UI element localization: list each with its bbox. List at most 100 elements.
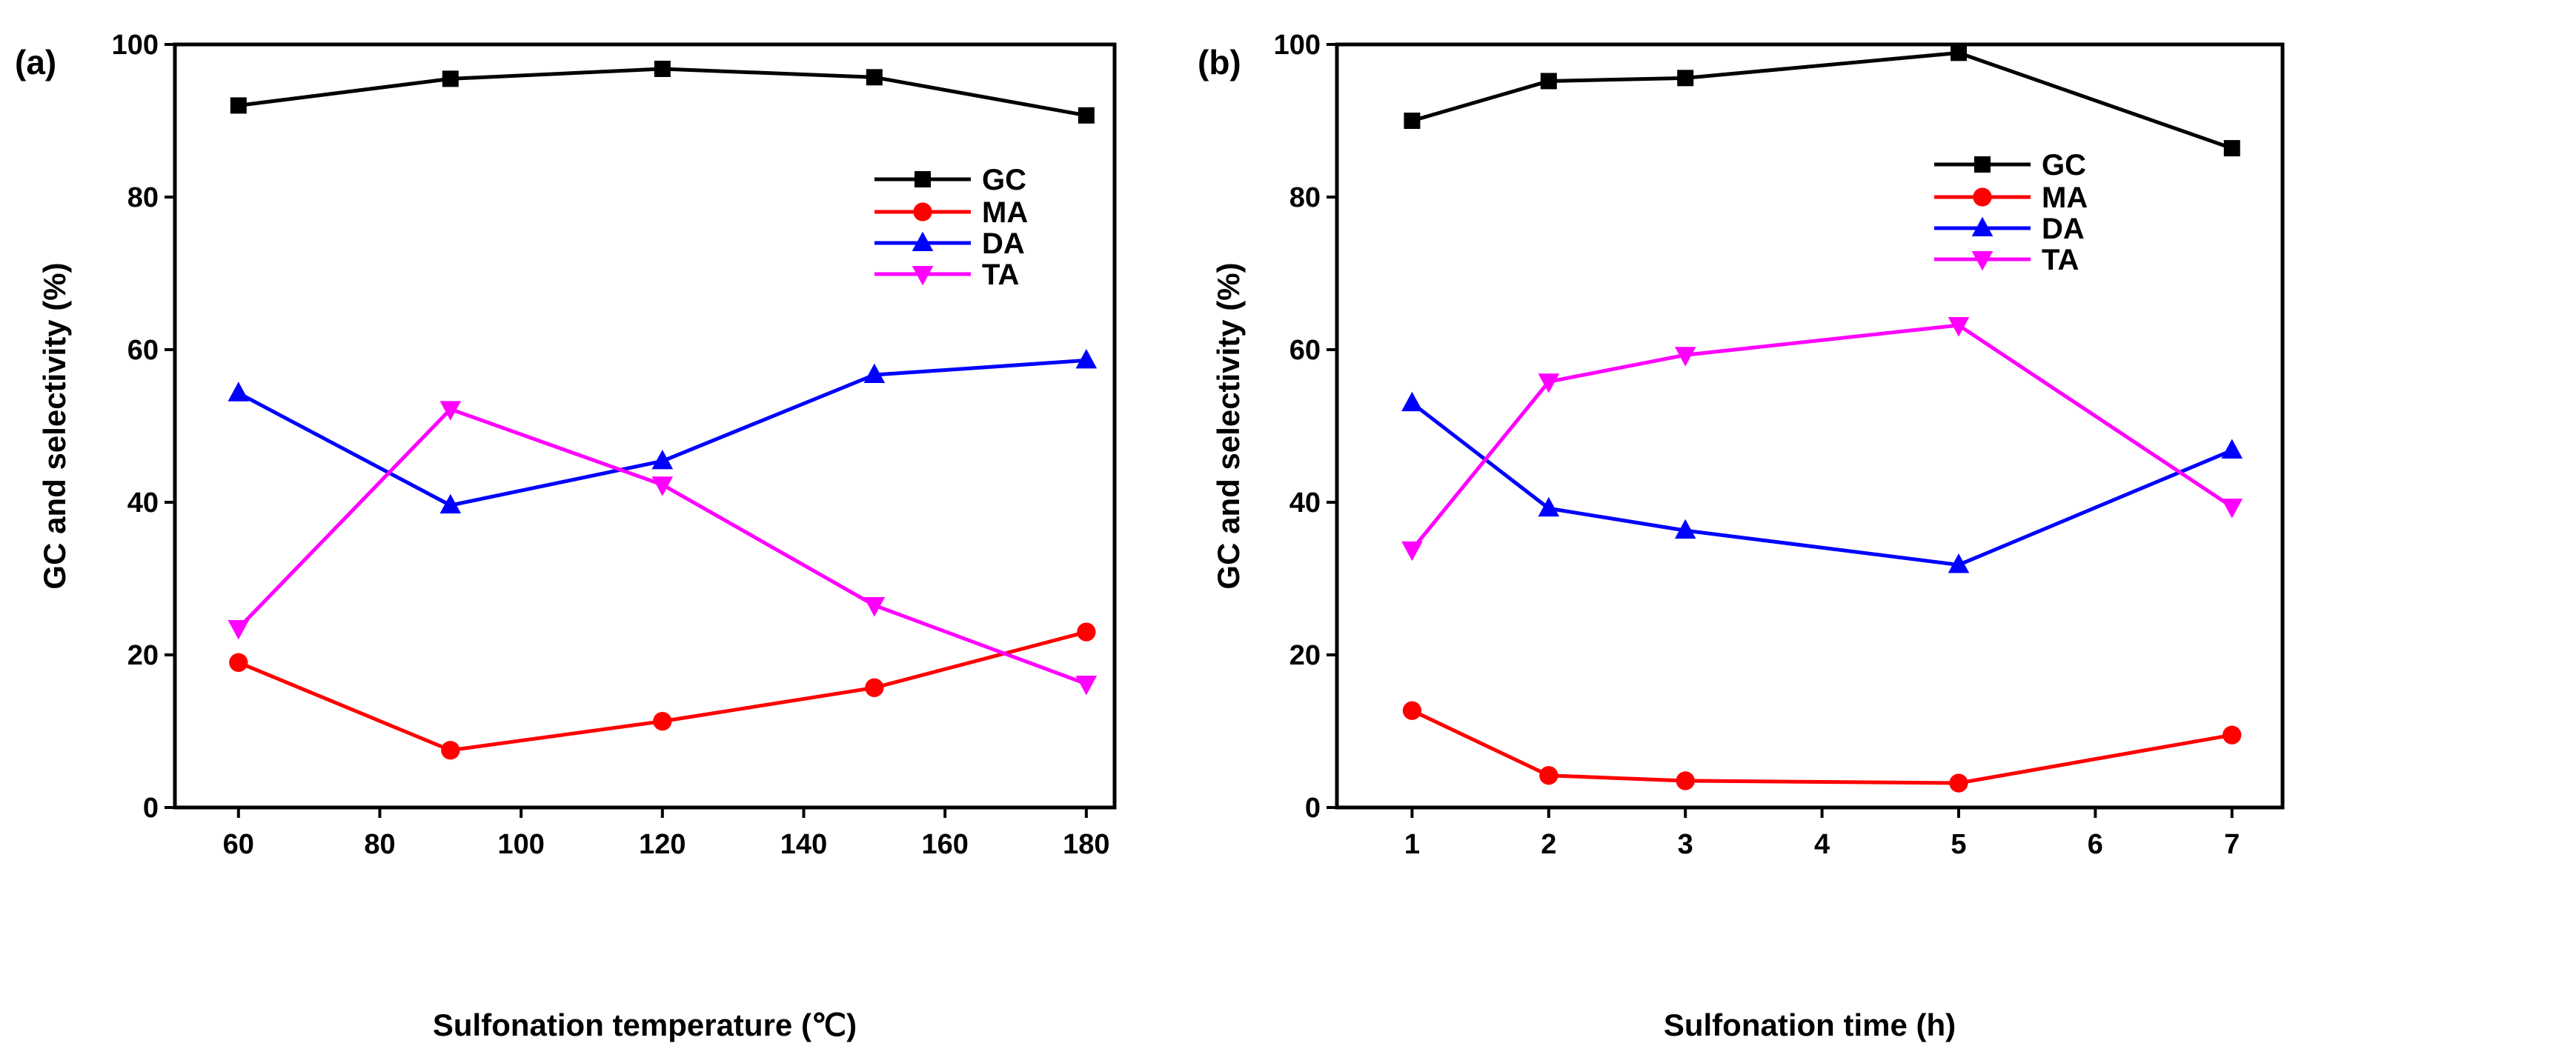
legend-label: MA (982, 196, 1028, 229)
data-point (229, 653, 248, 672)
data-point (912, 231, 934, 251)
y-tick-label: 0 (143, 793, 159, 824)
data-point (863, 363, 886, 383)
data-point (1973, 187, 1992, 207)
x-tick-label: 120 (639, 829, 686, 860)
data-point (1677, 70, 1694, 87)
series-gc (1404, 44, 2240, 157)
x-tick-label: 60 (223, 829, 254, 860)
series-ta (228, 401, 1098, 696)
data-point (1539, 766, 1558, 785)
data-point (1402, 701, 1422, 720)
data-point (1538, 373, 1560, 393)
panel-label: (a) (15, 43, 56, 81)
y-tick-label: 0 (1305, 793, 1321, 824)
data-point (912, 266, 934, 286)
data-point (1401, 391, 1423, 412)
data-point (2223, 725, 2242, 745)
y-tick-label: 100 (112, 30, 159, 61)
data-point (228, 619, 250, 640)
legend-label: GC (2042, 149, 2086, 182)
series-line (237, 630, 1087, 753)
data-point (439, 493, 462, 514)
data-point (1401, 541, 1423, 562)
x-tick-label: 5 (1951, 829, 1966, 860)
y-axis-label: GC and selectivity (%) (1211, 262, 1246, 589)
data-point (1676, 771, 1695, 790)
series-ma (229, 622, 1096, 760)
data-point (866, 69, 883, 86)
y-tick-label: 60 (127, 335, 159, 366)
legend-item: TA (1934, 244, 2079, 276)
legend-item: MA (874, 196, 1028, 229)
legend-item: MA (1934, 182, 2088, 214)
data-point (228, 382, 250, 402)
x-tick-label: 180 (1063, 829, 1109, 860)
legend-label: GC (982, 164, 1026, 196)
panel-label: (b) (1198, 43, 1241, 81)
legend-label: DA (982, 227, 1025, 260)
legend-item: GC (874, 164, 1026, 196)
series-ta (1401, 317, 2243, 562)
chart-panel-b: (b) Sulfonation time (h) GC and selectiv… (1198, 30, 2285, 1042)
data-point (865, 678, 884, 697)
x-tick-label: 1 (1404, 829, 1420, 860)
legend-item: DA (874, 227, 1025, 260)
data-point (2221, 439, 2243, 459)
y-tick-label: 80 (1289, 182, 1321, 213)
data-point (1078, 107, 1095, 124)
series-ma (1402, 701, 2242, 793)
x-tick-label: 2 (1541, 829, 1556, 860)
data-point (1674, 519, 1696, 539)
data-point (863, 597, 886, 617)
data-point (1949, 773, 1968, 793)
x-tick-label: 6 (2088, 829, 2103, 860)
y-tick-label: 40 (127, 487, 159, 519)
series-line (1411, 50, 2233, 150)
x-tick-label: 4 (1814, 829, 1830, 860)
legend-label: MA (2042, 182, 2088, 214)
y-tick-label: 20 (1289, 640, 1321, 671)
data-point (441, 741, 460, 760)
y-tick-label: 100 (1274, 30, 1321, 61)
data-point (913, 202, 932, 222)
data-point (1974, 156, 1991, 173)
data-point (653, 711, 672, 731)
plot-frame (1335, 42, 2285, 810)
legend-label: TA (982, 259, 1019, 291)
data-point (1075, 676, 1098, 696)
data-point (1971, 216, 1994, 236)
data-point (1948, 317, 1970, 337)
data-point (1674, 347, 1696, 367)
data-point (1538, 496, 1560, 517)
y-tick-label: 40 (1289, 487, 1321, 519)
series-gc (230, 60, 1095, 124)
x-tick-label: 80 (364, 829, 395, 860)
legend-label: DA (2042, 213, 2085, 245)
data-point (230, 97, 247, 114)
data-point (2223, 140, 2240, 157)
data-point (1075, 349, 1098, 369)
data-point (1077, 622, 1096, 642)
x-tick-label: 3 (1678, 829, 1693, 860)
x-axis-label: Sulfonation time (h) (1664, 1008, 1956, 1042)
series-line (1411, 708, 2233, 785)
data-point (651, 449, 674, 470)
data-point (654, 60, 671, 77)
legend-item: DA (1934, 213, 2085, 245)
data-point (1404, 113, 1421, 129)
legend-item: TA (874, 259, 1019, 291)
y-tick-label: 60 (1289, 335, 1321, 366)
series-line (1410, 323, 2234, 551)
data-point (1540, 73, 1557, 90)
x-tick-label: 7 (2224, 829, 2240, 860)
plot-frame (173, 42, 1117, 810)
x-axis-label: Sulfonation temperature (℃) (433, 1008, 857, 1042)
legend-label: TA (2042, 244, 2079, 276)
chart-panel-a: (a) Sulfonation temperature (℃) GC and s… (15, 30, 1117, 1042)
y-axis-label: GC and selectivity (%) (37, 262, 72, 589)
data-point (1948, 553, 1970, 573)
series-da (228, 349, 1098, 514)
data-point (914, 171, 931, 187)
